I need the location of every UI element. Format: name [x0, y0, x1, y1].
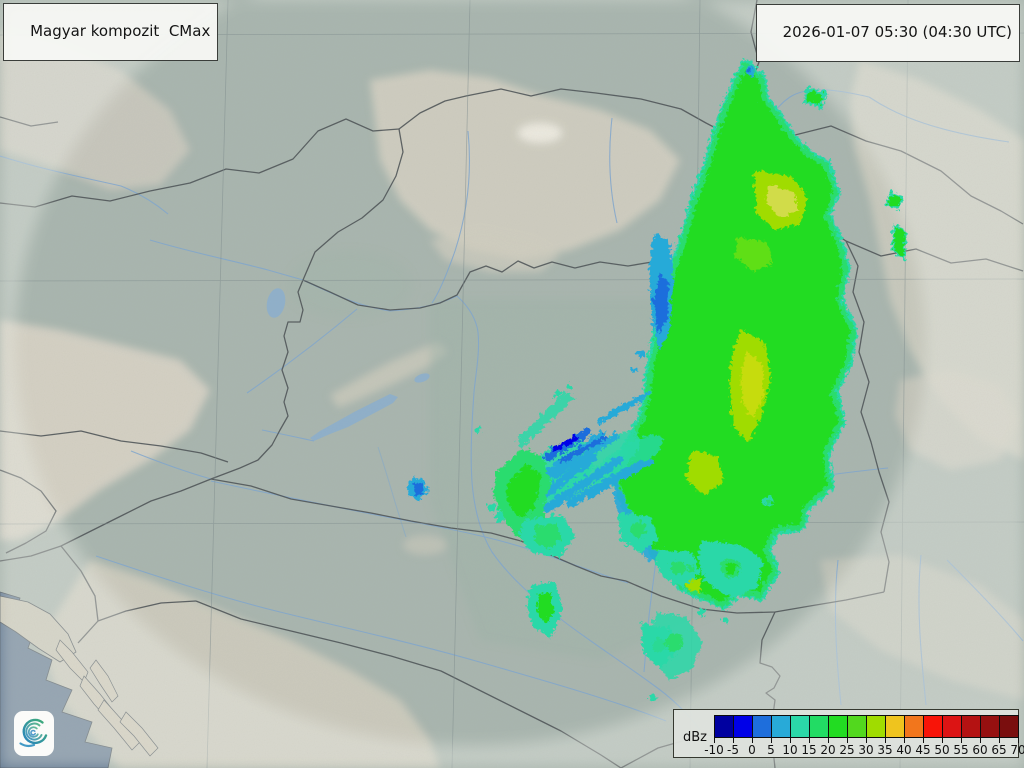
legend-tick-label: 70 [1010, 743, 1024, 757]
spiral-logo-icon [19, 718, 48, 747]
legend-tick-label: 25 [839, 743, 855, 757]
product-title: Magyar kompozit CMax [30, 22, 211, 40]
legend-tick-mark [866, 738, 867, 743]
legend-tick-mark [847, 738, 848, 743]
legend-cell [961, 715, 981, 738]
legend-cell [790, 715, 810, 738]
legend-tick-mark [733, 738, 734, 743]
legend-tick-label: 5 [767, 743, 775, 757]
legend-cell [809, 715, 829, 738]
hungaromet-logo [14, 711, 54, 756]
timestamp-box: 2026-01-07 05:30 (04:30 UTC) [755, 4, 1020, 62]
legend-tick-label: 45 [915, 743, 931, 757]
radar-echo-layer [405, 57, 906, 700]
legend-tick-mark [999, 738, 1000, 743]
legend-tick-label: 15 [801, 743, 817, 757]
legend-tick-label: 0 [748, 743, 756, 757]
timestamp-label: 2026-01-07 05:30 (04:30 UTC) [782, 23, 1012, 41]
legend-tick-mark [828, 738, 829, 743]
legend-tick-mark [923, 738, 924, 743]
legend-tick-mark [942, 738, 943, 743]
legend-tick-label: -10 [704, 743, 724, 757]
legend-tick-mark [885, 738, 886, 743]
legend-tick-mark [809, 738, 810, 743]
legend-cell [733, 715, 753, 738]
legend-tick-label: 35 [877, 743, 893, 757]
legend-tick-label: 65 [991, 743, 1007, 757]
legend-cell [885, 715, 905, 738]
legend-tick-mark [1018, 738, 1019, 743]
legend-tick-mark [904, 738, 905, 743]
legend-tick-mark [752, 738, 753, 743]
legend-tick-label: 10 [782, 743, 798, 757]
legend-cell [847, 715, 867, 738]
legend-unit-label: dBz [683, 730, 707, 745]
legend-box: dBz -10 -5 0 5 10 15 20 25 30 35 40 45 50 55 60 65 70 [673, 709, 1024, 758]
legend-cell [942, 715, 962, 738]
legend-tick-mark [961, 738, 962, 743]
legend-tick-label: 50 [934, 743, 950, 757]
legend-tick-mark [980, 738, 981, 743]
legend-ticks: -10 -5 0 5 10 15 20 25 30 35 40 45 50 55 60 65 70 [704, 738, 1024, 757]
legend-tick-label: 20 [820, 743, 836, 757]
legend-cell [714, 715, 734, 738]
legend-cell [980, 715, 1000, 738]
legend-cell [923, 715, 943, 738]
product-title-box: Magyar kompozit CMax [3, 3, 219, 61]
legend-tick-label: 30 [858, 743, 874, 757]
legend-cell [771, 715, 791, 738]
legend-cell [752, 715, 772, 738]
legend-tick-label: 60 [972, 743, 988, 757]
legend-cell [866, 715, 886, 738]
legend-tick-label: 40 [896, 743, 912, 757]
legend-cell [904, 715, 924, 738]
legend-cell [999, 715, 1019, 738]
legend-tick-mark [771, 738, 772, 743]
legend-barwrap: -10 -5 0 5 10 15 20 25 30 35 40 45 50 55 60 65 70 [704, 715, 1024, 757]
legend-tick-mark [714, 738, 715, 743]
legend-tick-mark [790, 738, 791, 743]
legend-cell [828, 715, 848, 738]
legend-tick-label: 55 [953, 743, 969, 757]
legend-colorbar [714, 715, 1019, 738]
legend-tick-label: -5 [727, 743, 739, 757]
